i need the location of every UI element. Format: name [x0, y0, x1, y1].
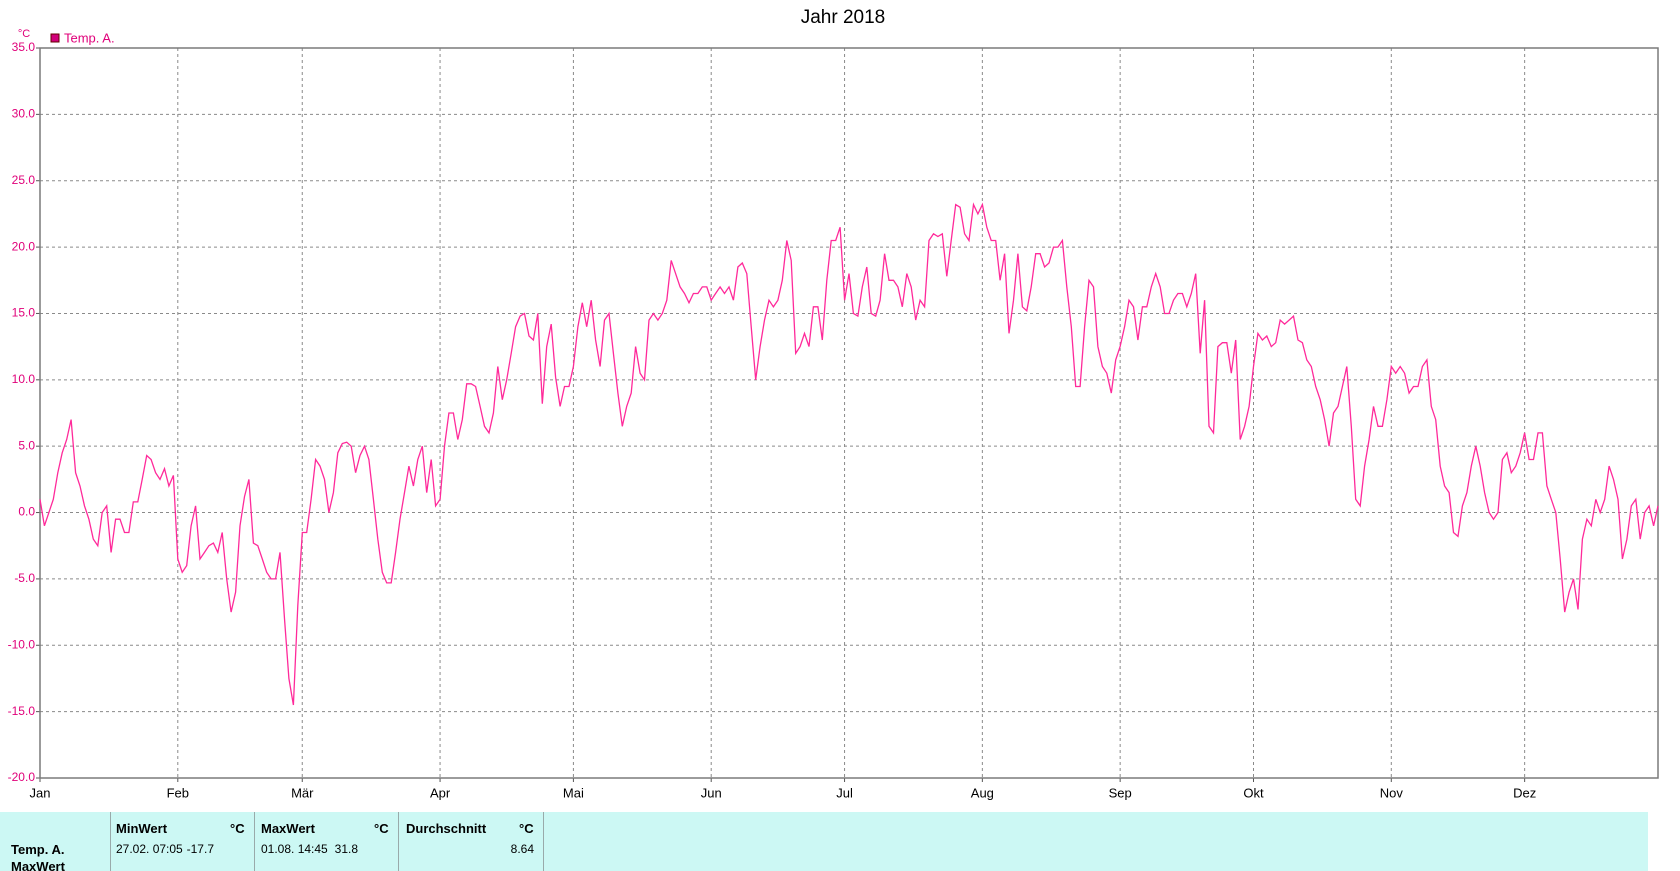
x-tick-label: Jan [30, 785, 51, 800]
legend-swatch [50, 33, 60, 43]
cell-time: 01.08. 14:45 [261, 842, 328, 856]
y-tick-label: -5.0 [14, 571, 35, 585]
row-label: MaxWert [11, 859, 65, 871]
x-tick-label: Okt [1243, 785, 1264, 800]
col-divider [110, 812, 111, 871]
col-header: Durchschnitt [406, 821, 487, 836]
cell-value: 31.8 [334, 842, 358, 856]
col-unit: °C [374, 821, 389, 836]
x-tick-label: Jul [836, 785, 853, 800]
y-tick-label: 15.0 [12, 306, 36, 320]
y-tick-label: 10.0 [12, 372, 36, 386]
x-tick-label: Feb [167, 785, 189, 800]
chart-title: Jahr 2018 [801, 7, 886, 28]
y-tick-label: 35.0 [12, 40, 36, 54]
x-tick-label: Dez [1513, 785, 1536, 800]
temperature-line [39, 202, 1659, 706]
y-tick-label: 20.0 [12, 239, 36, 253]
summary-table: Temp. A. MaxWert MinWert °C 27.02. 07:05… [0, 812, 1648, 871]
plot: -20.0 -15.0 -10.0 -5.0 0.0 5.0 10.0 15.0 20.0 25.… [8, 40, 1659, 800]
col-unit: °C [519, 821, 534, 836]
y-tick-label: -15.0 [8, 704, 36, 718]
col-divider [398, 812, 399, 871]
x-tick-label: Jun [701, 785, 722, 800]
plot-area [40, 48, 1658, 778]
col-divider [543, 812, 544, 871]
y-tick-label: 5.0 [18, 438, 35, 452]
legend-label: Temp. A. [64, 30, 115, 45]
col-header: MinWert [116, 821, 168, 836]
x-tick-label: Mär [291, 785, 314, 800]
plot-frame [39, 47, 1659, 779]
x-tick-label: Nov [1380, 785, 1404, 800]
y-unit: °C [18, 28, 30, 40]
y-tick-label: 0.0 [18, 505, 35, 519]
y-tick-label: -20.0 [8, 770, 36, 784]
y-tick-label: -10.0 [8, 637, 36, 651]
x-tick-label: Aug [971, 785, 994, 800]
row-label: Temp. A. [11, 842, 65, 857]
col-unit: °C [230, 821, 245, 836]
col-divider [254, 812, 255, 871]
x-tick-label: Sep [1109, 785, 1132, 800]
x-tick-label: Apr [430, 785, 451, 800]
y-tick-label: 25.0 [12, 173, 36, 187]
cell-time: 27.02. 07:05 [116, 842, 183, 856]
x-tick-label: Mai [563, 785, 584, 800]
chart: Jahr 2018 °C Temp. A. -20.0 -15.0 -10.0 -5.… [8, 7, 1659, 800]
cell-value: -17.7 [186, 842, 214, 856]
y-tick-label: 30.0 [12, 107, 36, 121]
cell-value: 8.64 [510, 842, 534, 856]
col-header: MaxWert [261, 821, 315, 836]
